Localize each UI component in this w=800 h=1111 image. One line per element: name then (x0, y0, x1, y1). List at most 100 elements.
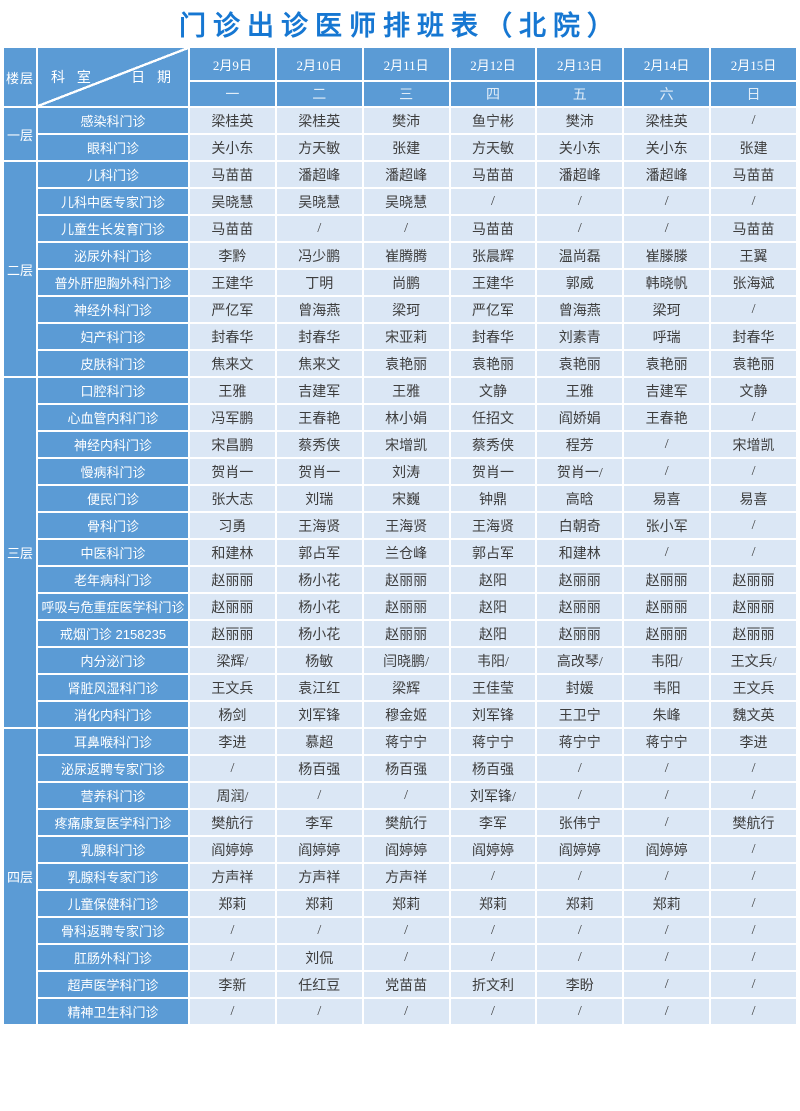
schedule-cell: 任红豆 (274, 970, 364, 999)
schedule-cell: 方声祥 (361, 862, 451, 891)
schedule-cell: / (622, 808, 712, 837)
schedule-cell: 李盼 (535, 970, 625, 999)
schedule-cell: 杨百强 (361, 754, 451, 783)
schedule-cell: 潘超峰 (535, 160, 625, 189)
weekday-header: 四 (448, 80, 538, 108)
schedule-cell: 方声祥 (188, 862, 277, 891)
table-row: 精神卫生科门诊 / / / / / / / (3, 997, 798, 1026)
schedule-cell: 王文兵 (188, 673, 277, 702)
schedule-cell: 韦阳/ (622, 646, 712, 675)
schedule-cell: 樊航行 (709, 808, 798, 837)
schedule-cell: 袁艳丽 (535, 349, 625, 378)
schedule-cell: 冯少鹏 (274, 241, 364, 270)
date-header: 2月13日 (535, 46, 625, 82)
schedule-cell: 封春华 (274, 322, 364, 351)
schedule-cell: / (709, 403, 798, 432)
dept-column-header: 科 室 (51, 69, 95, 85)
schedule-cell: 王海贤 (361, 511, 451, 540)
department-label: 乳腺科专家门诊 (36, 862, 190, 891)
schedule-cell: 郭占军 (448, 538, 538, 567)
date-header: 2月9日 (188, 46, 277, 82)
table-row: 便民门诊 张大志 刘瑞 宋巍 钟鼎 高晗 易喜 易喜 (3, 484, 798, 513)
table-row: 普外肝胆胸外科门诊 王建华 丁明 尚鹏 王建华 郭威 韩晓帆 张海斌 (3, 268, 798, 297)
schedule-cell: / (709, 997, 798, 1026)
schedule-cell: 郭占军 (274, 538, 364, 567)
department-label: 呼吸与危重症医学科门诊 (36, 592, 190, 621)
table-row: 呼吸与危重症医学科门诊 赵丽丽 杨小花 赵丽丽 赵阳 赵丽丽 赵丽丽 赵丽丽 (3, 592, 798, 621)
schedule-cell: 崔腾腾 (361, 241, 451, 270)
schedule-cell: / (709, 538, 798, 567)
schedule-cell: / (709, 295, 798, 324)
schedule-cell: 任招文 (448, 403, 538, 432)
table-row: 骨科返聘专家门诊 / / / / / / / (3, 916, 798, 945)
schedule-cell: 梁桂英 (622, 106, 712, 135)
schedule-cell: 高改琴/ (535, 646, 625, 675)
schedule-cell: 杨小花 (274, 619, 364, 648)
schedule-cell: 和建林 (188, 538, 277, 567)
schedule-cell: / (188, 754, 277, 783)
weekday-header: 五 (535, 80, 625, 108)
table-row: 超声医学科门诊 李新 任红豆 党苗苗 折文利 李盼 / / (3, 970, 798, 999)
schedule-cell: 王雅 (535, 376, 625, 405)
schedule-cell: 林小娟 (361, 403, 451, 432)
schedule-cell: 阎婷婷 (274, 835, 364, 864)
schedule-cell: 白朝奇 (535, 511, 625, 540)
date-header: 2月15日 (709, 46, 798, 82)
schedule-cell: 赵丽丽 (188, 565, 277, 594)
schedule-cell: / (622, 538, 712, 567)
schedule-cell: 阎婷婷 (361, 835, 451, 864)
schedule-cell: 潘超峰 (274, 160, 364, 189)
schedule-cell: 贺肖一/ (535, 457, 625, 486)
schedule-cell: / (622, 862, 712, 891)
schedule-cell: / (709, 889, 798, 918)
department-label: 神经内科门诊 (36, 430, 190, 459)
schedule-cell: 蒋宁宁 (361, 727, 451, 756)
schedule-cell: 袁艳丽 (709, 349, 798, 378)
schedule-cell: 刘军锋/ (448, 781, 538, 810)
schedule-cell: / (361, 943, 451, 972)
schedule-cell: 关小东 (535, 133, 625, 162)
schedule-cell: 赵丽丽 (709, 592, 798, 621)
schedule-cell: 樊航行 (188, 808, 277, 837)
schedule-cell: 严亿军 (188, 295, 277, 324)
page-title: 门诊出诊医师排班表（北院） (179, 10, 621, 41)
schedule-cell: 郑莉 (535, 889, 625, 918)
date-axis-label: 日 期 (131, 69, 175, 85)
schedule-cell: / (622, 430, 712, 459)
schedule-cell: 方声祥 (274, 862, 364, 891)
schedule-cell: 赵丽丽 (709, 619, 798, 648)
schedule-cell: 杨百强 (448, 754, 538, 783)
schedule-cell: 宋增凯 (709, 430, 798, 459)
schedule-cell: 封春华 (188, 322, 277, 351)
schedule-cell: / (361, 916, 451, 945)
schedule-cell: 张小军 (622, 511, 712, 540)
table-row: 戒烟门诊 2158235 赵丽丽 杨小花 赵丽丽 赵阳 赵丽丽 赵丽丽 赵丽丽 (3, 619, 798, 648)
table-row: 老年病科门诊 赵丽丽 杨小花 赵丽丽 赵阳 赵丽丽 赵丽丽 赵丽丽 (3, 565, 798, 594)
schedule-cell: 丁明 (274, 268, 364, 297)
schedule-cell: 方天敏 (274, 133, 364, 162)
schedule-body: 一层 感染科门诊 梁桂英 梁桂英 樊沛 鱼宁彬 樊沛 梁桂英 / 眼科门诊 关小东 方天敏 张建 方天敏关… (2, 106, 798, 1026)
schedule-cell: 冯军鹏 (188, 403, 277, 432)
schedule-cell: / (274, 916, 364, 945)
schedule-cell: 袁江红 (274, 673, 364, 702)
schedule-cell: 张建 (709, 133, 798, 162)
schedule-cell: 韩晓帆 (622, 268, 712, 297)
floor-label: 三层 (2, 376, 38, 729)
schedule-cell: 呼瑞 (622, 322, 712, 351)
schedule-cell: 李进 (709, 727, 798, 756)
schedule-cell: 韦阳 (622, 673, 712, 702)
schedule-cell: 兰仓峰 (361, 538, 451, 567)
department-label: 肾脏风湿科门诊 (36, 673, 190, 702)
schedule-cell: / (274, 997, 364, 1026)
table-row: 乳腺科门诊 阎婷婷 阎婷婷 阎婷婷 阎婷婷 阎婷婷 阎婷婷 / (3, 835, 798, 864)
schedule-cell: / (535, 187, 625, 216)
table-row: 中医科门诊 和建林 郭占军 兰仓峰 郭占军 和建林 / / (3, 538, 798, 567)
schedule-cell: 闫晓鹏/ (361, 646, 451, 675)
schedule-cell: 赵丽丽 (188, 592, 277, 621)
schedule-cell: 鱼宁彬 (448, 106, 538, 135)
department-label: 心血管内科门诊 (36, 403, 190, 432)
table-row: 四层 耳鼻喉科门诊 李进 慕超 蒋宁宁 蒋宁宁 蒋宁宁 蒋宁宁 李进 (2, 727, 798, 1026)
table-row: 慢病科门诊 贺肖一 贺肖一 刘涛 贺肖一 贺肖一// / (3, 457, 798, 486)
schedule-cell: 蔡秀侠 (448, 430, 538, 459)
schedule-cell: 潘超峰 (361, 160, 451, 189)
